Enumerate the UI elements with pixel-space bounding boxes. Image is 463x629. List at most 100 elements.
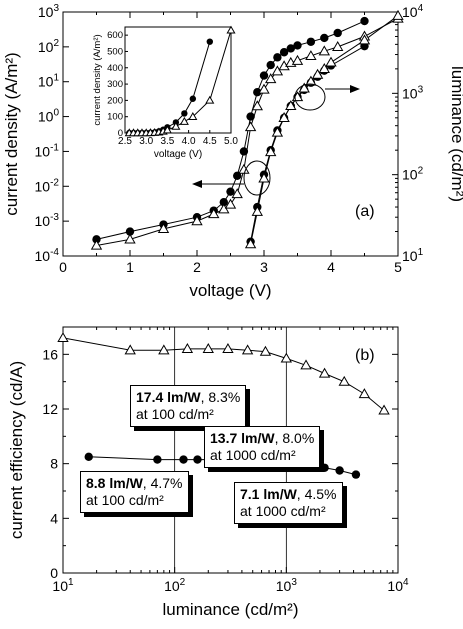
data-point — [153, 455, 162, 464]
data-point — [239, 147, 249, 156]
inset-x-tick-label: 4.0 — [182, 136, 196, 147]
data-point — [285, 100, 297, 111]
data-point — [244, 238, 257, 249]
inset-chart: 2.5 3.0 3.5 4.0 4.5 5.0 0 100 200 300 400 500 600 vol… — [92, 25, 238, 160]
data-point — [84, 452, 93, 462]
inset-x-tick-label: 3.0 — [139, 136, 153, 147]
y-tick-label: 4 — [50, 510, 58, 526]
data-point — [360, 16, 369, 26]
data-point — [265, 146, 277, 157]
annotation-13-7: 13.7 lm/W, 8.0% at 1000 cd/m² — [204, 426, 321, 468]
inset-data-point — [162, 125, 172, 134]
annotation-bold: 13.7 lm/W — [210, 430, 275, 446]
data-point — [279, 48, 289, 57]
data-point — [298, 82, 310, 93]
inset-data-point — [206, 38, 213, 45]
x-axis-title: luminance (cd/m²) — [162, 600, 298, 619]
annotation-rest: , 8.3% — [200, 389, 241, 405]
y-right-tick-label: 103 — [402, 84, 424, 101]
ellipse-left — [243, 160, 271, 196]
data-point — [253, 88, 262, 97]
data-point — [306, 37, 316, 46]
annotation-bold: 8.8 lm/W — [86, 475, 143, 491]
data-point — [266, 60, 275, 70]
x-tick-label: 5 — [394, 259, 402, 275]
y-tick-label: 103 — [38, 3, 60, 20]
panel-a: 0 1 2 3 4 5 10-4 10-3 10-2 10-1 100 101 102 103 101 102… — [2, 3, 463, 300]
data-point — [124, 344, 136, 355]
inset-y-tick-label: 600 — [107, 30, 123, 41]
data-point — [226, 187, 235, 196]
series-line — [63, 337, 385, 411]
x-tick-label: 4 — [327, 259, 335, 275]
inset-data-point — [179, 116, 189, 125]
data-point — [305, 50, 317, 61]
inset-x-tick-label: 5.0 — [224, 136, 238, 147]
data-point — [57, 332, 69, 343]
data-point — [338, 375, 350, 386]
data-point — [293, 41, 302, 50]
x-tick-label: 1 — [126, 259, 134, 275]
data-point — [278, 111, 290, 122]
series-line — [96, 18, 398, 246]
y-right-tick-label: 101 — [402, 247, 424, 264]
inset-data-point — [171, 121, 181, 130]
annotation-line2: at 1000 cd/m² — [210, 447, 296, 463]
y-tick-label: 102 — [38, 38, 60, 55]
annotation-rest: , 8.0% — [274, 430, 315, 446]
y-tick-label: 16 — [42, 346, 58, 362]
ellipse-right — [294, 83, 326, 111]
y-tick-label: 10-2 — [35, 177, 60, 194]
annotation-rest: , 4.5% — [296, 486, 337, 502]
annotation-bold: 7.1 lm/W — [240, 486, 297, 502]
data-point — [333, 28, 342, 38]
data-point — [325, 56, 337, 67]
x-tick-label: 2 — [193, 259, 201, 275]
data-point — [320, 33, 329, 43]
annotation-line2: at 100 cd/m² — [86, 492, 164, 508]
inset-x-tick-label: 3.5 — [160, 136, 174, 147]
x-tick-label: 3 — [260, 259, 268, 275]
panel-label: (b) — [355, 347, 375, 364]
data-point — [244, 121, 257, 132]
data-point — [273, 53, 282, 62]
data-point — [351, 470, 361, 479]
data-point — [320, 463, 329, 472]
inset-x-tick-label: 4.5 — [203, 136, 217, 147]
x-tick-label: 101 — [52, 577, 74, 594]
y-tick-label: 8 — [50, 456, 58, 472]
inset-y-tick-label: 400 — [107, 63, 123, 74]
data-point — [311, 68, 324, 79]
data-point — [181, 343, 194, 353]
data-point — [358, 34, 371, 45]
inset-y-tick-label: 300 — [107, 79, 123, 90]
data-point — [158, 344, 170, 355]
data-point — [318, 63, 330, 73]
data-point — [92, 235, 101, 244]
panel-label: (a) — [355, 203, 375, 220]
data-point — [318, 367, 331, 378]
inset-y-tick-label: 200 — [107, 95, 123, 106]
x-tick-label: 103 — [276, 577, 298, 594]
y-right-tick-label: 104 — [402, 3, 424, 20]
data-point — [378, 404, 390, 415]
data-point — [208, 208, 220, 219]
data-point — [335, 466, 344, 475]
y-tick-label: 12 — [42, 401, 58, 417]
data-point — [191, 215, 203, 226]
data-point — [193, 455, 202, 464]
data-point — [271, 126, 284, 137]
inset-frame — [124, 26, 232, 134]
inset-data-point — [226, 25, 236, 34]
annotation-line2: at 1000 cd/m² — [240, 503, 326, 519]
inset-data-point — [205, 95, 215, 104]
data-point — [90, 239, 103, 250]
data-point — [265, 73, 277, 84]
inset-data-point — [189, 95, 197, 102]
data-point — [258, 172, 270, 183]
data-point — [125, 227, 135, 236]
annotation-rest: , 4.7% — [142, 475, 183, 491]
x-tick-label: 0 — [59, 259, 67, 275]
data-point — [259, 71, 269, 80]
